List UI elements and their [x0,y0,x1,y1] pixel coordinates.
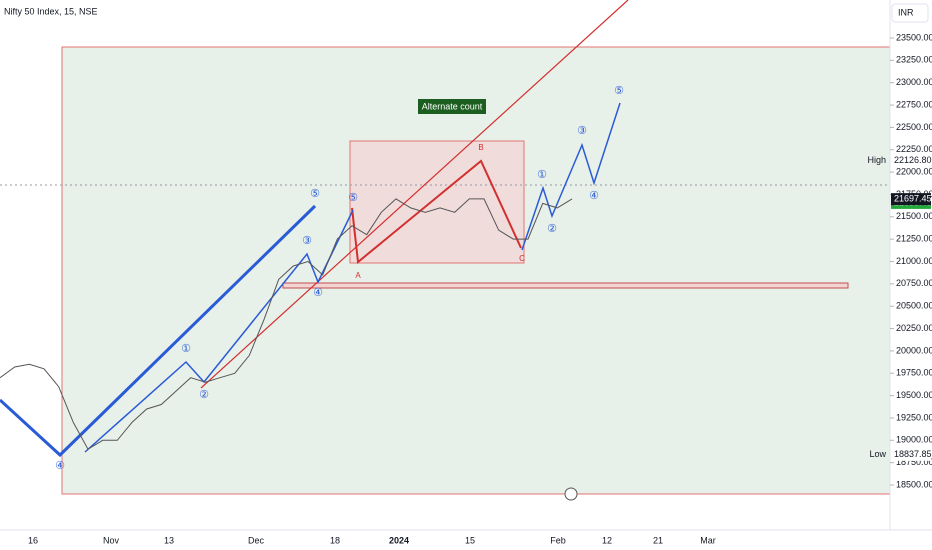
wave-label: B [478,143,483,152]
x-tick-label: 18 [330,535,340,545]
x-tick-label: 2024 [389,535,409,545]
y-tick-label: 20500.00 [896,301,932,311]
price-badge-label: 22126.80 [894,155,932,165]
x-tick-label: 12 [602,535,612,545]
price-badge-name: High [867,155,886,165]
price-badge [891,154,931,167]
price-line [0,198,573,450]
box [349,140,525,264]
abc-wave [351,159,522,264]
x-tick-label: 16 [28,535,38,545]
y-tick-label: 20750.00 [896,278,932,288]
y-tick-label: 23500.00 [896,32,932,42]
y-tick-label: 19000.00 [896,435,932,445]
y-tick-label: 22500.00 [896,122,932,132]
x-tick-label: 21 [653,535,663,545]
price-badge [891,448,931,461]
y-tick-label: 18500.00 [896,479,932,489]
currency-box[interactable] [891,3,929,23]
wave-label: ② [547,223,557,235]
support-band [282,282,849,289]
y-tick-label: 19500.00 [896,390,932,400]
annotation-box [418,99,486,114]
y-tick-label: 19750.00 [896,368,932,378]
wave-minor [84,209,354,453]
x-tick-label: 15 [465,535,475,545]
wave-label: A [355,271,361,280]
y-tick-label: 21000.00 [896,256,932,266]
y-tick-label: 23250.00 [896,55,932,65]
wave-label: ① [181,343,191,355]
zone [61,46,891,495]
wave-label: ⑤ [614,85,624,97]
y-tick-label: 18750.00 [896,457,932,467]
price-badge-label: 18837.85 [894,449,932,459]
currency: INR [898,7,914,17]
x-tick-label: Feb [550,535,566,545]
x-tick-label: Mar [700,535,716,545]
price-badge [891,193,931,206]
wave-label: ① [537,169,547,181]
x-tick-label: Nov [103,535,120,545]
y-tick-label: 20250.00 [896,323,932,333]
annotation: Alternate count [422,101,483,111]
price-badge-label: 21697.45 [894,194,932,204]
price-badge-name: Low [869,449,886,459]
event-icon[interactable] [564,487,578,501]
wave-label: ④ [313,287,323,299]
y-tick-label: 22000.00 [896,166,932,176]
wave-label: ④ [589,190,599,202]
x-tick-label: Dec [248,535,265,545]
y-tick-label: 19250.00 [896,412,932,422]
wave-label: ④ [55,460,65,472]
y-tick-label: 21500.00 [896,211,932,221]
y-tick-label: 20000.00 [896,345,932,355]
wave-label: ③ [302,235,312,247]
chart-title: Nifty 50 Index, 15, NSE [4,6,98,16]
trend-line [200,0,629,389]
y-tick-label: 22250.00 [896,144,932,154]
wave-label: C [519,254,525,263]
wave-label: ⑤ [348,192,358,204]
wave-label: ⑤ [310,188,320,200]
y-tick-label: 21250.00 [896,234,932,244]
wave-major [0,204,317,458]
y-tick-label: 22750.00 [896,99,932,109]
x-tick-label: 13 [164,535,174,545]
y-tick-label: 23000.00 [896,77,932,87]
wave-label: ③ [577,125,587,137]
wave-label: ② [199,389,209,401]
wave-minor [521,102,621,251]
